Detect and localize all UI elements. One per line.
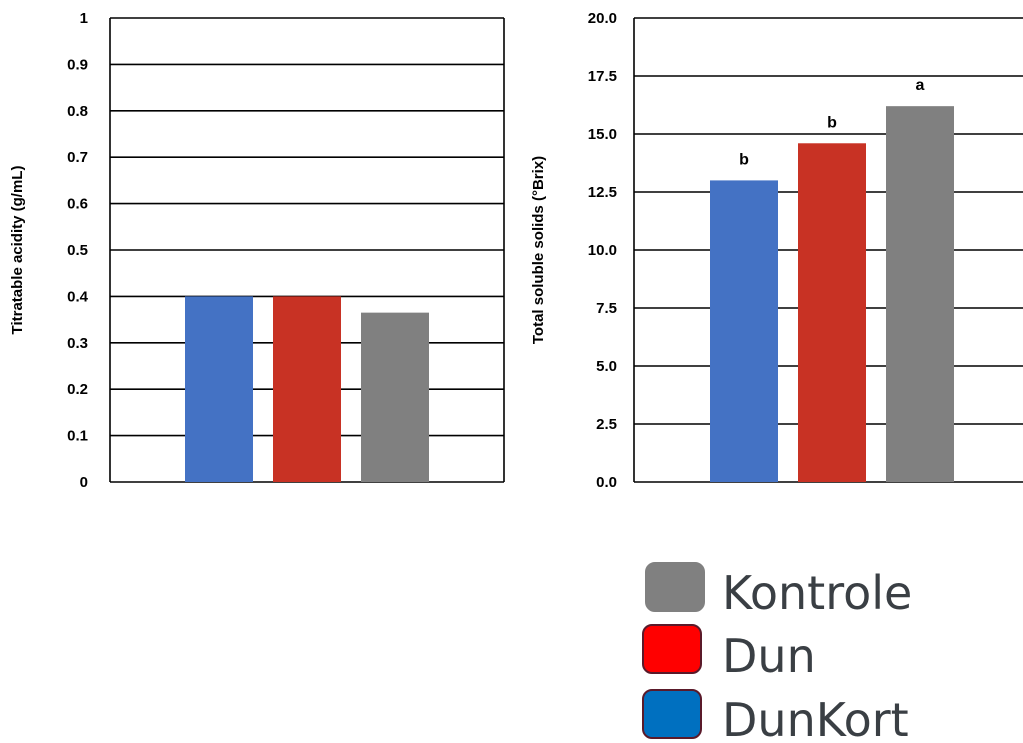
acidity-chart: 0 0.1 0.2 0.3 0.4 0.5 0.6 0.7 0.8 0.9 1 Titratable … [9, 10, 505, 491]
y-tick-label: 0.8 [67, 103, 88, 120]
y-axis-label: Titratable acidity (g/mL) [9, 166, 26, 335]
bar-dunkort [710, 180, 778, 482]
y-tick-label: 0.1 [67, 428, 88, 445]
significance-label: a [916, 77, 925, 94]
legend-label-kontrole: Kontrole [722, 566, 912, 620]
y-tick-label: 0.4 [67, 288, 89, 305]
y-tick-label: 0.5 [67, 242, 88, 259]
significance-label: b [739, 151, 749, 168]
y-tick-label: 0.7 [67, 149, 88, 166]
y-tick-label: 12.5 [588, 184, 617, 201]
y-tick-label: 20.0 [588, 10, 617, 27]
y-axis-label: Total soluble solids (°Brix) [530, 156, 547, 344]
y-tick-label: 0.0 [596, 474, 617, 491]
bar-dun [273, 296, 341, 482]
y-tick-label: 0 [80, 474, 88, 491]
y-tick-label: 7.5 [596, 300, 617, 317]
significance-label: b [827, 114, 837, 131]
bar-kontrole [361, 312, 429, 482]
y-tick-label: 10.0 [588, 242, 617, 259]
y-tick-label: 5.0 [596, 358, 617, 375]
y-tick-label: 0.3 [67, 335, 88, 352]
y-tick-label: 17.5 [588, 68, 617, 85]
y-tick-label: 2.5 [596, 416, 617, 433]
y-tick-label: 0.2 [67, 381, 88, 398]
bar-dun [798, 143, 866, 482]
bar-kontrole [886, 106, 954, 482]
legend-label-dunkort: DunKort [722, 693, 909, 743]
y-tick-label: 0.9 [67, 56, 88, 73]
legend-swatch-kontrole [645, 562, 705, 612]
legend: Kontrole Dun DunKort [642, 562, 912, 743]
y-tick-label: 1 [80, 10, 88, 27]
bar-dunkort [185, 296, 253, 482]
legend-label-dun: Dun [722, 629, 816, 683]
legend-swatch-dun [642, 624, 702, 674]
solids-chart: 0.0 2.5 5.0 7.5 10.0 12.5 15.0 17.5 20.0 Total so… [530, 10, 1023, 491]
y-tick-label: 15.0 [588, 126, 617, 143]
y-tick-label: 0.6 [67, 196, 88, 213]
legend-swatch-dunkort [642, 689, 702, 739]
